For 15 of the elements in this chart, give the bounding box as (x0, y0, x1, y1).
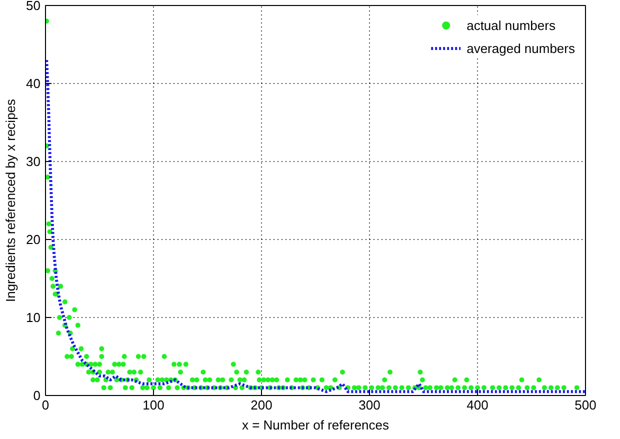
y-tick-label: 10 (26, 310, 41, 325)
x-axis-title: x = Number of references (242, 418, 390, 432)
y-tick-label: 20 (26, 232, 41, 247)
x-tick-label: 200 (250, 398, 272, 412)
y-tick-label: 30 (26, 154, 41, 169)
x-tick-label: 500 (574, 398, 596, 412)
y-tick-label: 50 (26, 0, 41, 13)
x-tick-label: 400 (466, 398, 488, 412)
y-tick-label: 40 (26, 76, 41, 91)
y-tick-label: 0 (33, 388, 41, 403)
y-axis-title: Ingredients referenced by x recipes (3, 98, 18, 302)
legend-label: actual numbers (466, 18, 556, 32)
x-tick-label: 300 (358, 398, 380, 412)
x-tick-label: 100 (142, 398, 164, 412)
legend-label: averaged numbers (466, 40, 575, 56)
